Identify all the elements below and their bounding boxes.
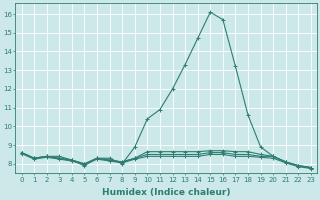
X-axis label: Humidex (Indice chaleur): Humidex (Indice chaleur)	[102, 188, 230, 197]
